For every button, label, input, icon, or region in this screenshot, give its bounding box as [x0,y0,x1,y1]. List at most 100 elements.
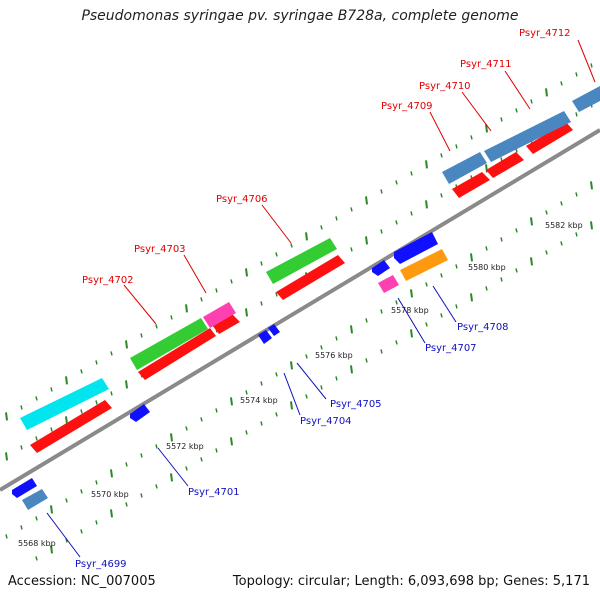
red-cds-arrow[interactable] [30,400,112,453]
tick-mark [200,297,203,302]
tick-mark [95,520,98,525]
steel-gene[interactable] [484,111,571,162]
tick-mark [290,243,293,248]
blue-gene-arrow[interactable] [372,260,390,276]
tick-mark [335,216,338,221]
tick-mark [245,268,248,277]
tick-mark [425,282,428,287]
tick-mark [290,361,293,370]
forward-cds-features [30,122,573,453]
tick-mark [50,545,53,554]
scale-label: 5570 kbp [91,490,129,499]
tick-mark [380,309,383,314]
red-cds-arrow[interactable] [138,328,216,380]
tick-mark [50,387,53,392]
orange-gene[interactable] [400,249,448,281]
tick-mark [170,473,173,482]
green-gene[interactable] [130,318,208,370]
tick-mark [320,225,323,230]
red-cds-arrow[interactable] [526,122,573,154]
tick-mark [365,236,368,245]
red-cds-arrow[interactable] [212,314,240,334]
tick-mark [485,246,488,251]
scale-labels: 5568 kbp 5570 kbp 5572 kbp 5574 kbp 5576… [18,221,583,548]
tick-mark [515,108,518,113]
tick-mark [575,72,578,77]
gene-label[interactable]: Psyr_4703 [134,244,186,255]
blue-gene-arrow[interactable] [130,404,150,422]
tick-mark [80,409,83,414]
tick-mark [395,340,398,345]
red-cds-arrow[interactable] [452,172,490,198]
gene-label[interactable]: Psyr_4712 [519,28,571,39]
gene-label[interactable]: Psyr_4709 [381,101,433,112]
gene-label[interactable]: Psyr_4699 [75,559,127,570]
pink-gene[interactable] [378,275,399,293]
tick-mark [35,556,38,561]
top-label-leaders [123,39,596,325]
tick-mark [260,381,263,386]
tick-mark [455,144,458,149]
tick-mark [125,462,128,467]
tick-mark [275,252,278,257]
tick-mark [50,505,53,514]
tick-mark [65,498,68,503]
gene-label[interactable]: Psyr_4706 [216,194,268,205]
tick-mark [575,112,578,117]
tick-mark [140,453,143,458]
steel-gene[interactable] [572,86,600,112]
tick-mark [380,349,383,354]
gene-label[interactable]: Psyr_4708 [457,322,509,333]
tick-mark [140,493,143,498]
blue-gene-arrow[interactable] [258,330,272,344]
tick-mark [20,405,23,410]
blue-gene-arrow[interactable] [394,232,438,264]
tick-mark [470,135,473,140]
tick-mark [515,268,518,273]
gene-label[interactable]: Psyr_4705 [330,399,382,410]
tick-mark [320,345,323,350]
tick-mark [365,196,368,205]
gene-label[interactable]: Psyr_4704 [300,416,352,427]
tick-mark [290,401,293,410]
tick-mark [200,457,203,462]
gene-label[interactable]: Psyr_4702 [82,275,134,286]
steel-gene[interactable] [442,152,487,184]
tick-mark [35,396,38,401]
tick-mark [65,376,68,385]
tick-mark [395,220,398,225]
red-cds-arrow[interactable] [486,152,524,178]
tick-mark [200,417,203,422]
gene-label[interactable]: Psyr_4710 [419,81,471,92]
steel-gene[interactable] [22,489,48,510]
tick-mark [380,189,383,194]
tick-mark [470,293,473,302]
tick-mark [455,264,458,269]
red-cds-arrow[interactable] [276,255,345,300]
tick-mark [395,300,398,305]
tick-mark [305,394,308,399]
blue-gene-arrow[interactable] [12,478,37,498]
green-gene[interactable] [266,238,337,284]
gene-label[interactable]: Psyr_4707 [425,343,477,354]
tick-mark [215,448,218,453]
tick-mark [440,193,443,198]
tick-mark [380,229,383,234]
blue-gene-arrow[interactable] [268,324,280,336]
tick-mark [590,63,593,68]
pink-gene[interactable] [203,302,236,328]
gene-label[interactable]: Psyr_4711 [460,59,512,70]
tick-mark [410,171,413,176]
tick-mark [95,360,98,365]
tick-mark [275,372,278,377]
tick-mark [575,192,578,197]
scale-label: 5568 kbp [18,539,56,548]
reverse-gene-features [12,232,448,510]
tick-mark [110,469,113,478]
tick-mark [230,279,233,284]
tick-mark [395,180,398,185]
tick-mark [350,365,353,374]
gene-label[interactable]: Psyr_4701 [188,487,240,498]
tick-mark [545,210,548,215]
cyan-gene[interactable] [20,378,109,430]
